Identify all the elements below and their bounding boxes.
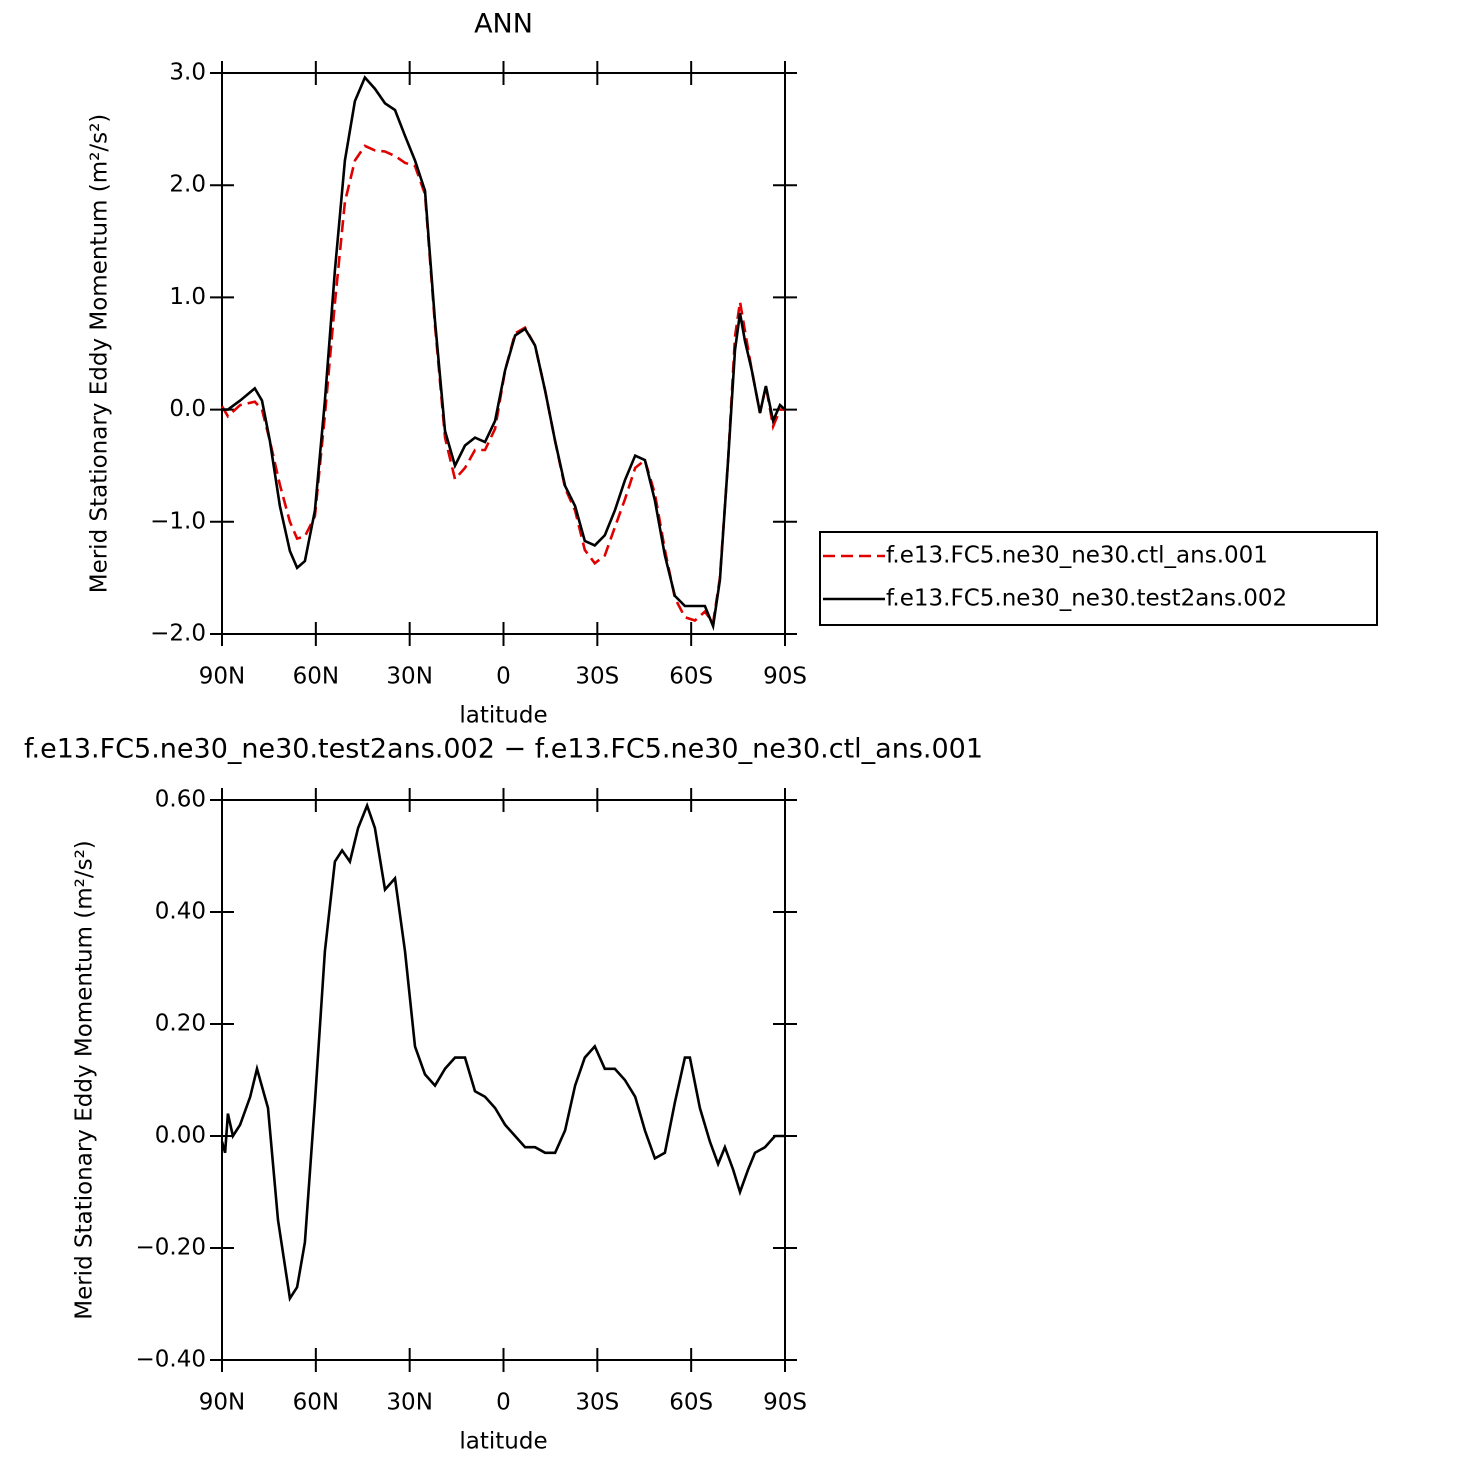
y-tick-label: 0.00 [155,1123,206,1149]
y-axis-label: Merid Stationary Eddy Momentum (m²/s²) [87,114,113,594]
y-tick-label: −0.20 [136,1235,206,1261]
legend-box [819,531,1378,626]
y-tick-label: −0.40 [136,1347,206,1373]
legend-label: f.e13.FC5.ne30_ne30.ctl_ans.001 [886,543,1268,569]
x-tick-label: 30N [386,664,432,690]
y-tick-label: −1.0 [150,508,206,534]
y-tick-label: −2.0 [150,621,206,647]
y-tick-label: 0.60 [155,787,206,813]
chart-title: f.e13.FC5.ne30_ne30.test2ans.002 − f.e13… [24,734,983,765]
y-tick-label: 3.0 [169,60,206,86]
y-tick-label: 0.40 [155,899,206,925]
data-line [220,801,785,1302]
x-tick-label: 0 [496,1390,511,1416]
y-tick-label: 0.0 [169,396,206,422]
x-tick-label: 90N [199,664,245,690]
x-tick-label: 90S [763,664,807,690]
x-tick-label: 30S [575,1390,619,1416]
x-tick-label: 60S [669,664,713,690]
x-axis-label: latitude [459,1429,547,1455]
legend-label: f.e13.FC5.ne30_ne30.test2ans.002 [886,586,1287,612]
data-line [222,75,786,631]
x-tick-label: 90S [763,1390,807,1416]
x-axis-label: latitude [459,703,547,729]
y-axis-label: Merid Stationary Eddy Momentum (m²/s²) [72,840,98,1320]
x-tick-label: 60S [669,1390,713,1416]
x-tick-label: 30S [575,664,619,690]
plot-frame [221,799,786,1361]
x-tick-label: 0 [496,664,511,690]
x-tick-label: 60N [293,664,339,690]
y-tick-label: 2.0 [169,172,206,198]
x-tick-label: 60N [293,1390,339,1416]
x-tick-label: 90N [199,1390,245,1416]
chart-title: ANN [474,9,533,40]
x-tick-label: 30N [386,1390,432,1416]
y-tick-label: 0.20 [155,1011,206,1037]
y-tick-label: 1.0 [169,284,206,310]
